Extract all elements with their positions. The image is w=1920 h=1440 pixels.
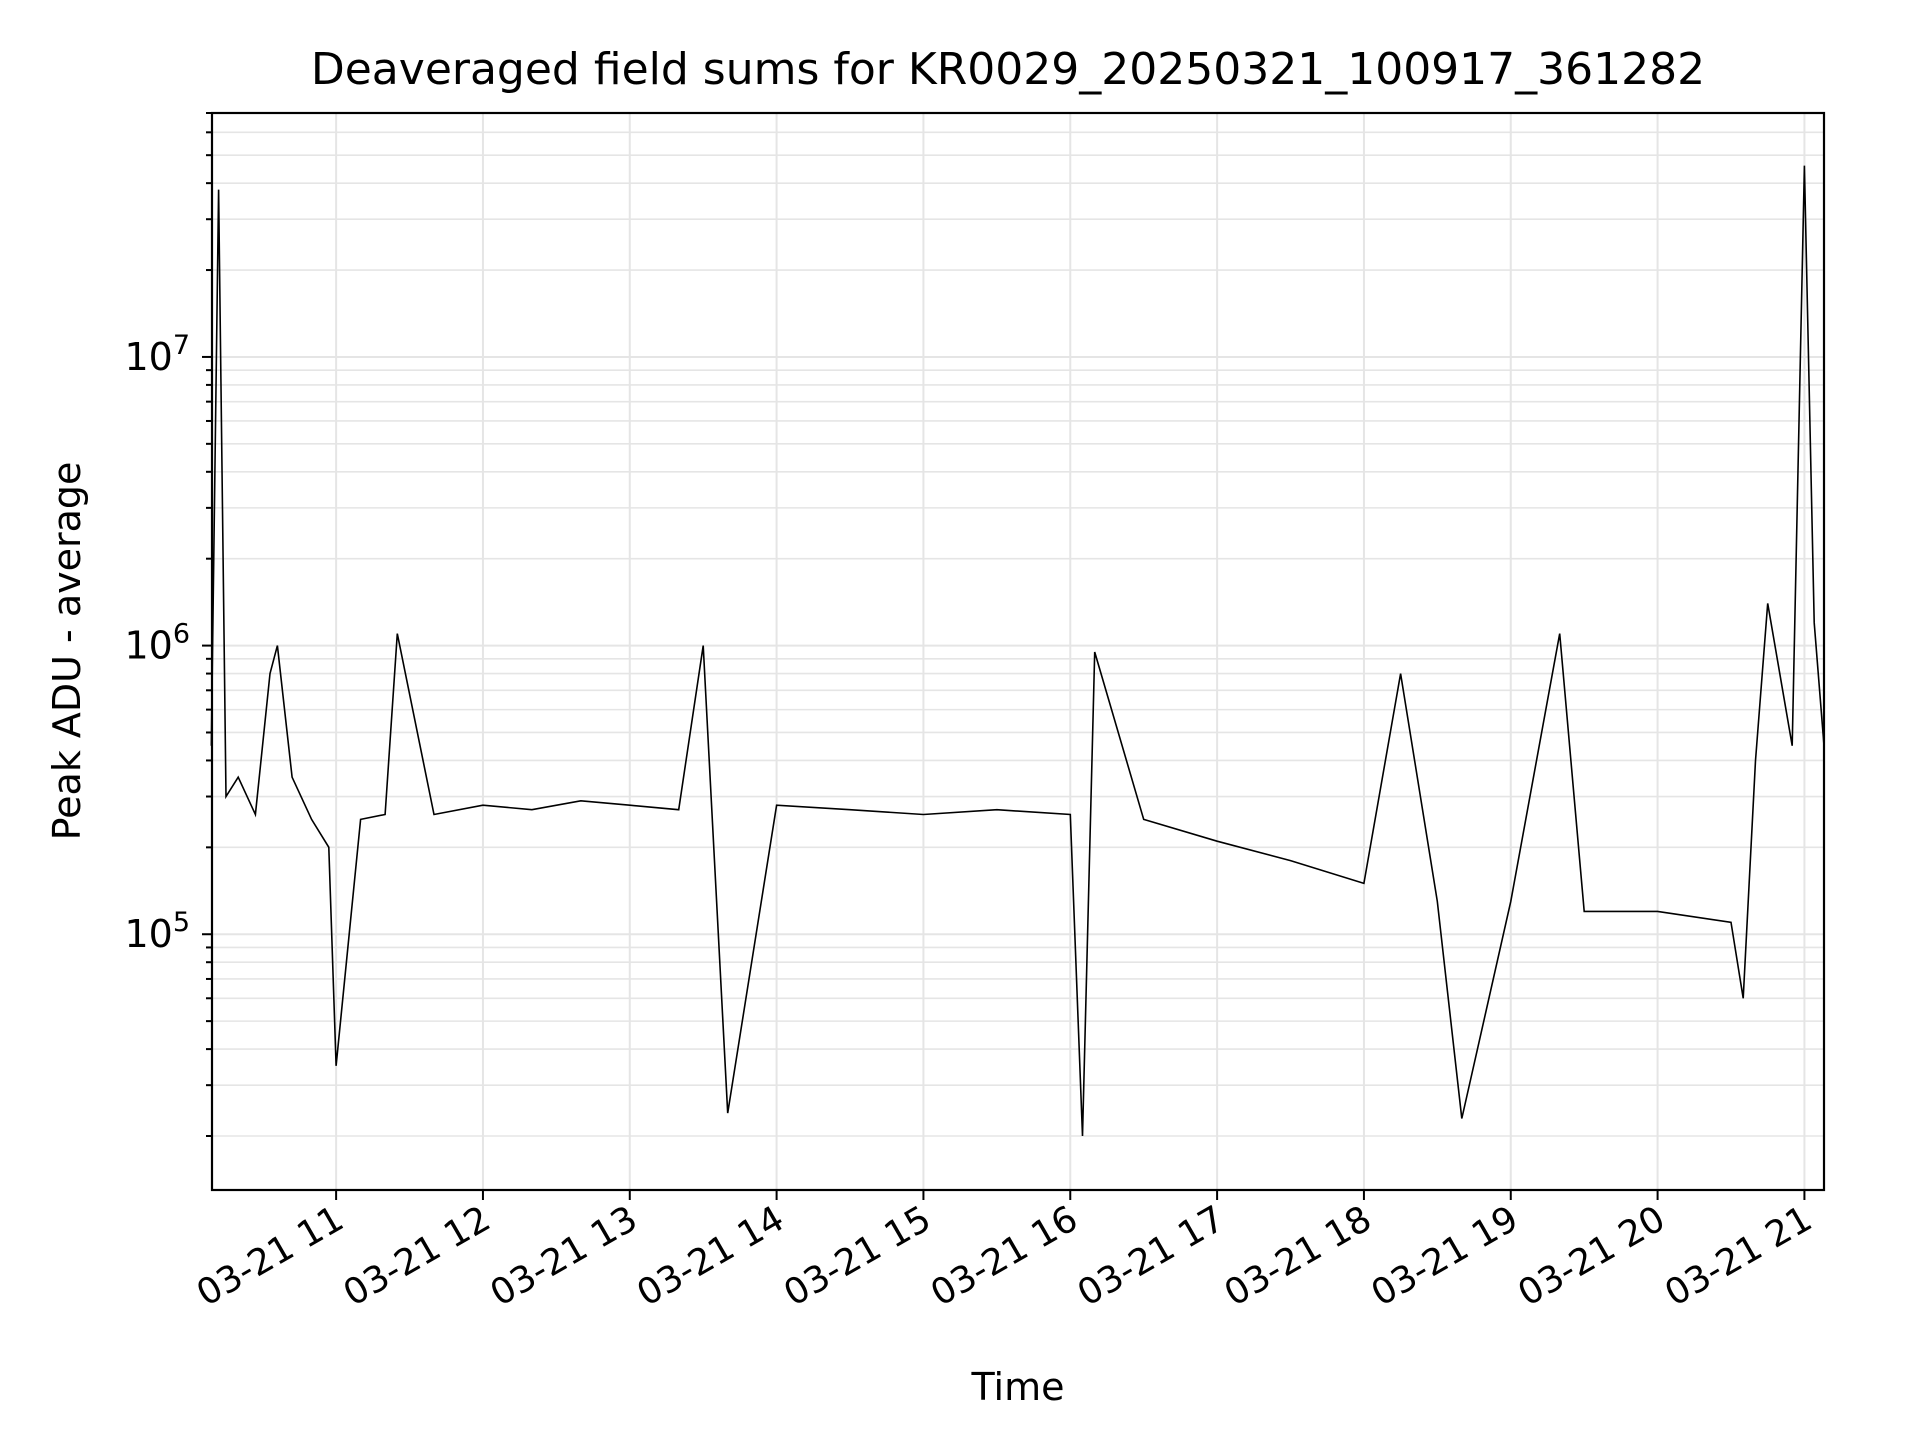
- x-tick-label: 03-21 11: [190, 1198, 351, 1314]
- x-tick-label: 03-21 18: [1218, 1198, 1379, 1314]
- y-tick-label: 106: [124, 619, 190, 668]
- x-tick-label: 03-21 19: [1365, 1198, 1526, 1314]
- x-tick-label: 03-21 15: [777, 1198, 938, 1314]
- x-tick-label: 03-21 17: [1071, 1198, 1232, 1314]
- x-tick-label: 03-21 13: [484, 1198, 645, 1314]
- x-tick-label: 03-21 21: [1658, 1198, 1819, 1314]
- series-line: [210, 165, 1825, 1137]
- x-tick-label: 03-21 16: [924, 1198, 1085, 1314]
- y-tick-label: 105: [124, 907, 190, 956]
- x-tick-label: 03-21 12: [337, 1198, 498, 1314]
- grid: [212, 112, 1824, 1190]
- x-tick-label: 03-21 14: [630, 1198, 791, 1314]
- y-axis-label: Peak ADU - average: [45, 462, 89, 841]
- plot-frame: [210, 111, 1826, 1192]
- chart-title: Deaveraged field sums for KR0029_2025032…: [311, 44, 1705, 95]
- y-tick-label: 107: [124, 330, 190, 379]
- x-tick-label: 03-21 20: [1511, 1198, 1672, 1314]
- data-series: [210, 165, 1825, 1137]
- y-axis-ticks: 105 106 107: [124, 112, 212, 1137]
- x-axis-label: Time: [971, 1365, 1065, 1409]
